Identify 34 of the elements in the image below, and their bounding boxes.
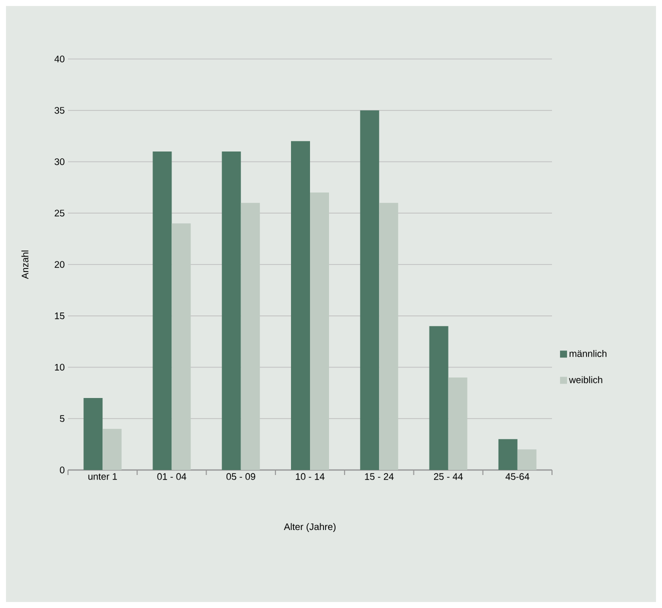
y-tick-label: 20 <box>54 261 64 268</box>
bar <box>379 202 398 470</box>
y-tick-label: 30 <box>54 158 64 166</box>
bar <box>429 326 448 470</box>
x-tick-label: 10 - 14 <box>296 473 324 480</box>
legend-label: weiblich <box>569 376 602 384</box>
bar <box>240 202 260 470</box>
bar <box>222 151 241 470</box>
x-tick-label: 45-64 <box>506 473 530 480</box>
bar <box>172 223 191 470</box>
bar <box>517 449 536 470</box>
bar <box>84 398 103 470</box>
bar <box>310 192 330 470</box>
y-tick-label: 5 <box>60 415 64 422</box>
y-tick-label: 15 <box>54 312 64 320</box>
bar <box>498 439 518 470</box>
x-axis-title: Alter (Jahre) <box>284 523 336 532</box>
y-axis-title: Anzahl <box>21 250 28 279</box>
bar <box>152 151 172 470</box>
x-tick-label: 05 - 09 <box>226 473 256 480</box>
y-tick-label: 0 <box>60 466 64 474</box>
x-tick-label: 25 - 44 <box>434 473 463 480</box>
bar <box>102 428 122 470</box>
x-tick-label: unter 1 <box>88 473 117 480</box>
bar <box>291 141 310 470</box>
bar <box>448 378 468 470</box>
legend-label: männlich <box>570 350 606 357</box>
y-tick-label: 10 <box>54 364 64 371</box>
y-tick-label: 40 <box>54 56 64 62</box>
y-tick-label: 25 <box>54 210 64 216</box>
bar <box>360 110 380 470</box>
x-tick-label: 01 - 04 <box>157 473 186 480</box>
x-tick-label: 15 - 24 <box>365 473 394 480</box>
y-tick-label: 35 <box>54 106 64 114</box>
